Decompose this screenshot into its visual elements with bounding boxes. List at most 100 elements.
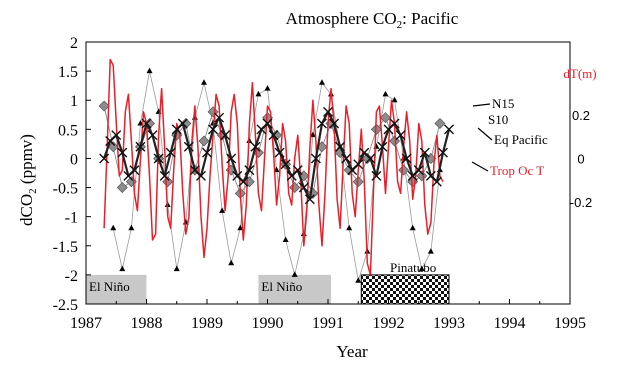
point-n15 bbox=[264, 85, 271, 91]
point-eq-pacific bbox=[117, 147, 128, 158]
point-n15 bbox=[282, 236, 289, 242]
point-n15 bbox=[318, 79, 325, 85]
point-eq-pacific bbox=[304, 194, 315, 205]
point-n15 bbox=[427, 248, 434, 254]
point-s10 bbox=[398, 164, 410, 176]
point-n15 bbox=[382, 90, 389, 97]
point-n15 bbox=[409, 224, 416, 231]
point-eq-pacific bbox=[99, 153, 110, 164]
point-eq-pacific bbox=[298, 182, 309, 193]
y-axis-label: dCO2 (ppmv) bbox=[17, 134, 39, 226]
point-eq-pacific bbox=[250, 141, 261, 152]
point-eq-pacific bbox=[401, 153, 412, 164]
point-eq-pacific bbox=[413, 165, 424, 176]
x-tick-label: 1990 bbox=[252, 315, 284, 332]
x-axis-label: Year bbox=[336, 342, 368, 361]
y-tick-label: -2 bbox=[65, 268, 78, 285]
y-tick-label: -1.5 bbox=[53, 239, 78, 256]
shaded-period-label-1: El Niño bbox=[261, 279, 302, 294]
shaded-period-0 bbox=[86, 274, 147, 304]
point-n15 bbox=[391, 96, 398, 103]
point-eq-pacific bbox=[195, 170, 206, 181]
point-eq-pacific bbox=[183, 141, 194, 152]
pointer-n15 bbox=[472, 103, 491, 107]
point-eq-pacific bbox=[395, 130, 406, 141]
point-eq-pacific bbox=[444, 124, 454, 135]
point-n15 bbox=[418, 265, 425, 272]
point-eq-pacific bbox=[165, 147, 176, 158]
point-n15 bbox=[355, 277, 362, 283]
point-eq-pacific bbox=[141, 118, 152, 129]
point-eq-pacific bbox=[419, 147, 430, 158]
point-s10 bbox=[379, 112, 391, 124]
point-eq-pacific bbox=[177, 118, 188, 129]
y-tick-label: -2.5 bbox=[53, 297, 78, 314]
point-eq-pacific bbox=[220, 130, 231, 141]
x-tick-label: 1988 bbox=[131, 315, 163, 332]
shaded-period-label-0: El Niño bbox=[89, 279, 130, 294]
y-tick-label: -1 bbox=[65, 210, 78, 227]
point-eq-pacific bbox=[377, 141, 388, 152]
point-eq-pacific bbox=[280, 159, 291, 170]
series-line-trop-oc-t bbox=[103, 58, 444, 276]
point-eq-pacific bbox=[389, 118, 400, 129]
point-n15 bbox=[128, 224, 135, 231]
point-n15 bbox=[237, 224, 244, 231]
point-eq-pacific bbox=[292, 165, 303, 176]
point-eq-pacific bbox=[268, 130, 279, 141]
point-eq-pacific bbox=[208, 124, 219, 135]
y2-tick-label: -0.2 bbox=[570, 195, 592, 210]
point-eq-pacific bbox=[153, 153, 164, 164]
shaded-period-label-2: Pinatubo bbox=[390, 260, 436, 275]
point-eq-pacific bbox=[244, 165, 255, 176]
point-n15 bbox=[137, 120, 144, 126]
annotation-n15: N15 bbox=[492, 96, 514, 111]
point-eq-pacific bbox=[147, 130, 158, 141]
point-eq-pacific bbox=[437, 147, 448, 158]
annotation-trop-oc-t: Trop Oc T bbox=[490, 163, 544, 178]
annotation-s10: S10 bbox=[488, 112, 508, 127]
point-s10 bbox=[289, 182, 301, 194]
point-eq-pacific bbox=[329, 118, 340, 129]
point-s10 bbox=[116, 182, 128, 194]
annotation-eq-pacific: Eq Pacific bbox=[494, 132, 548, 147]
y2-axis-label: dT(m) bbox=[563, 66, 596, 81]
pointer-eq bbox=[477, 127, 493, 141]
point-n15 bbox=[200, 79, 207, 85]
point-n15 bbox=[110, 224, 117, 231]
y-tick-label: 0 bbox=[70, 151, 78, 168]
point-eq-pacific bbox=[341, 153, 352, 164]
point-eq-pacific bbox=[214, 112, 225, 123]
shaded-period-1 bbox=[258, 274, 332, 304]
series-layer bbox=[98, 58, 454, 283]
x-tick-label: 1991 bbox=[312, 315, 344, 332]
x-tick-label: 1994 bbox=[494, 315, 526, 332]
point-eq-pacific bbox=[310, 153, 321, 164]
y-tick-label: 1 bbox=[70, 93, 78, 110]
point-s10 bbox=[162, 176, 174, 188]
point-s10 bbox=[361, 152, 373, 164]
series-annotations: N15 S10 Eq Pacific Trop Oc T bbox=[471, 96, 548, 178]
y2-tick-label: 0.2 bbox=[572, 108, 590, 123]
y-tick-label: -0.5 bbox=[53, 181, 78, 198]
y-tick-label: 2 bbox=[70, 35, 78, 52]
point-eq-pacific bbox=[353, 159, 364, 170]
point-eq-pacific bbox=[135, 141, 146, 152]
point-eq-pacific bbox=[371, 170, 382, 181]
point-n15 bbox=[119, 265, 126, 272]
point-n15 bbox=[228, 259, 235, 266]
point-eq-pacific bbox=[431, 176, 442, 187]
y-tick-label: 1.5 bbox=[58, 64, 78, 81]
pointer-trop bbox=[471, 161, 489, 172]
point-s10 bbox=[434, 118, 446, 130]
point-eq-pacific bbox=[202, 147, 212, 158]
point-eq-pacific bbox=[335, 141, 346, 152]
point-s10 bbox=[198, 135, 210, 147]
point-s10 bbox=[98, 100, 110, 112]
point-n15 bbox=[309, 131, 316, 138]
axis-ticks: 1987 1988 1989 1990 1991 1992 1993 1994 1995 2 1.5… bbox=[53, 35, 593, 332]
x-tick-label: 1987 bbox=[70, 315, 102, 332]
shaded-periods: El Niño El Niño Pinatubo bbox=[86, 260, 450, 305]
point-eq-pacific bbox=[111, 130, 122, 141]
